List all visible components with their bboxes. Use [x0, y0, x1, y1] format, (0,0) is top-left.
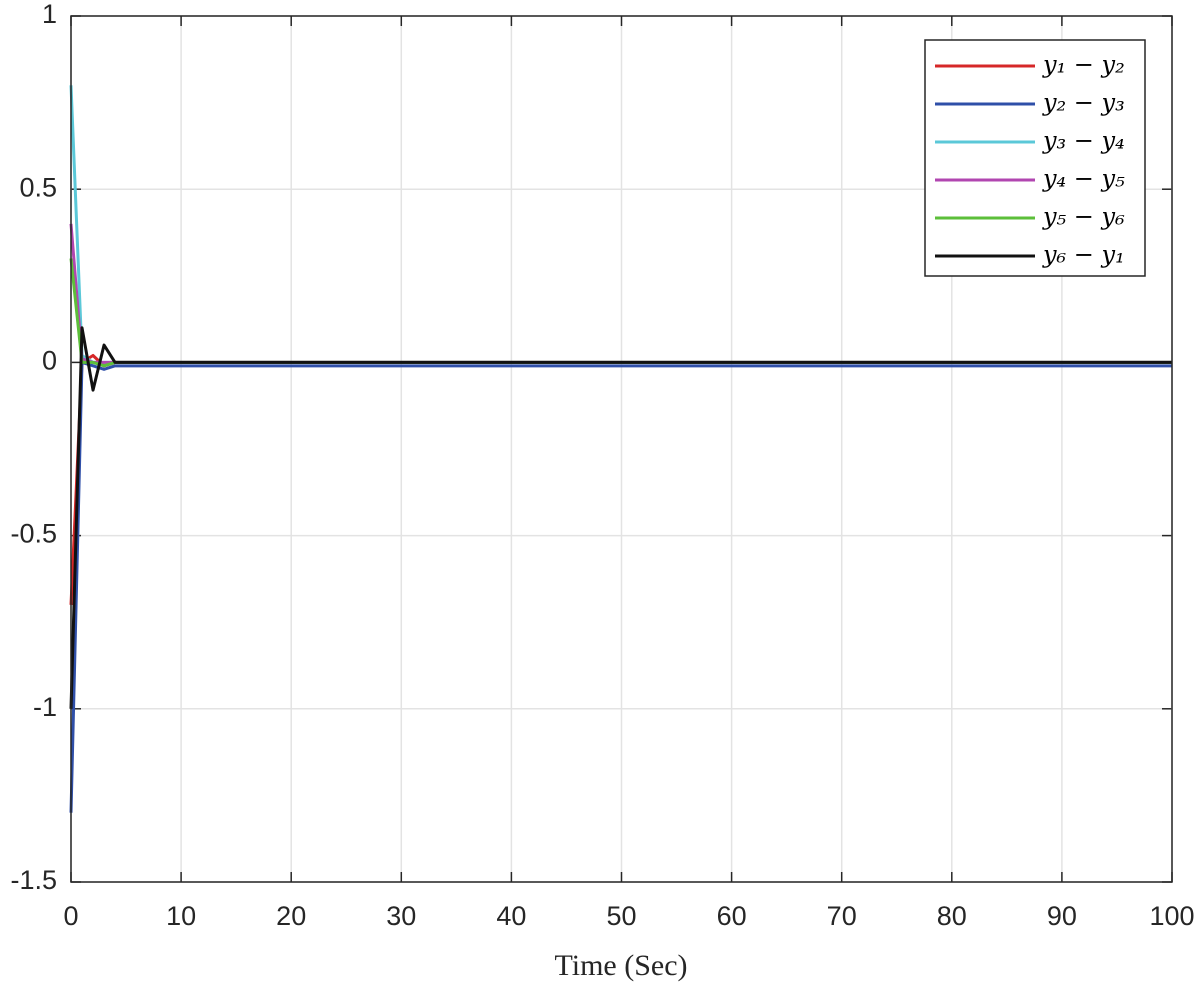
- legend-label: y₁ − y₂: [1042, 51, 1125, 79]
- plot-border: [70, 15, 1173, 883]
- x-tick-label: 30: [386, 901, 416, 931]
- legend-label: y₄ − y₅: [1042, 165, 1125, 193]
- x-tick-label: 80: [937, 901, 967, 931]
- y-tick-label: -1.5: [10, 865, 57, 895]
- x-axis-label: Time (Sec): [554, 949, 687, 982]
- legend-label: y₃ − y₄: [1042, 127, 1125, 155]
- x-tick-label: 20: [276, 901, 306, 931]
- y-tick-label: 1: [42, 0, 57, 29]
- x-tick-label: 0: [63, 901, 78, 931]
- y-tick-label: -1: [33, 692, 57, 722]
- series-line: [69, 326, 1172, 709]
- legend-label: y₆ − y₁: [1042, 241, 1125, 269]
- x-tick-label: 60: [717, 901, 747, 931]
- x-tick-label: 40: [496, 901, 526, 931]
- legend-label: y₂ − y₃: [1042, 89, 1125, 117]
- y-tick-label: 0.5: [19, 172, 57, 202]
- x-tick-label: 100: [1149, 901, 1194, 931]
- legend-label: y₅ − y₆: [1042, 203, 1125, 231]
- x-tick-label: 10: [166, 901, 196, 931]
- y-tick-label: -0.5: [10, 519, 57, 549]
- legend-box: [924, 39, 1146, 277]
- x-tick-label: 70: [827, 901, 857, 931]
- x-tick-label: 90: [1047, 901, 1077, 931]
- y-tick-label: 0: [42, 346, 57, 376]
- x-tick-label: 50: [606, 901, 636, 931]
